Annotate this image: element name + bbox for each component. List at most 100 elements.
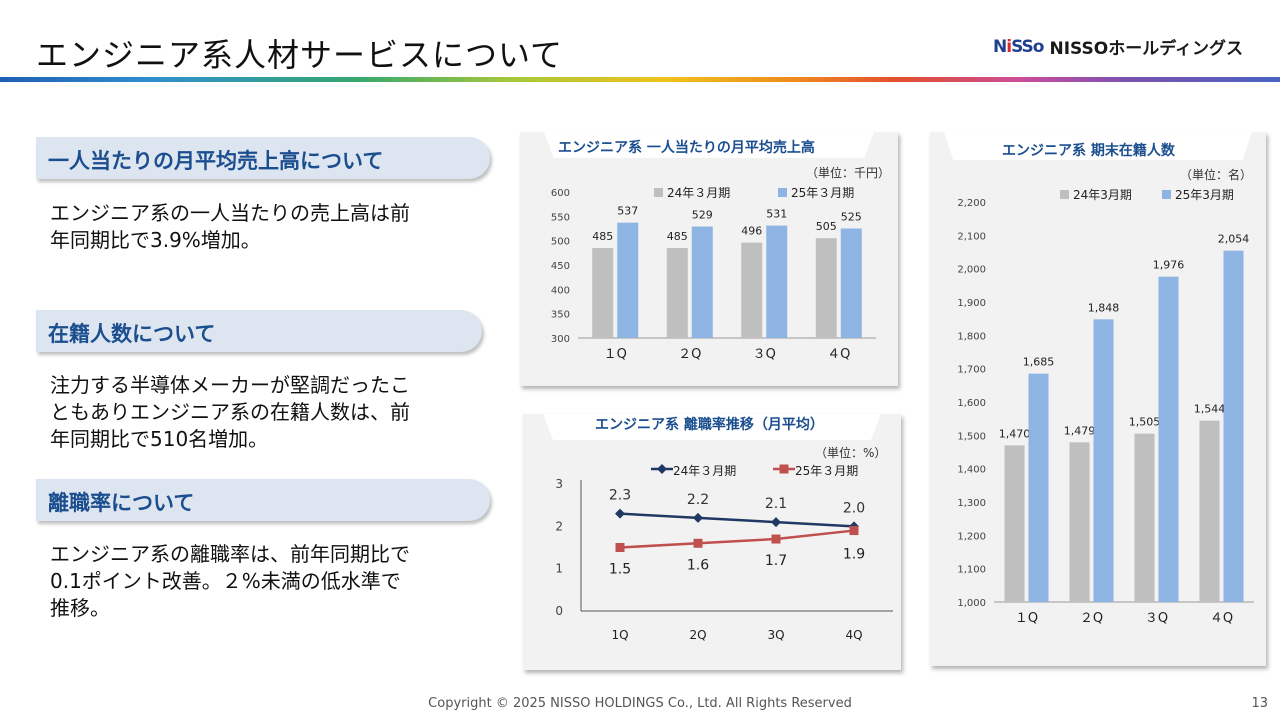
y-tick-label: 1,000 (957, 598, 986, 609)
y-tick-label: 400 (551, 285, 570, 296)
data-label: 1,848 (1088, 301, 1120, 314)
x-tick-label: 4Q (845, 628, 862, 642)
bar-prev (815, 238, 837, 338)
y-tick-label: 1,700 (957, 365, 986, 376)
legend-label: 25年3月期 (1175, 188, 1234, 202)
data-label: 525 (841, 211, 862, 224)
turnover-chart-svg: 0 1 2 3 1Q 2Q 3Q 4Q 2.3 2.2 2.1 2.0 1.5 1.6 1.7 1.9 (555, 464, 893, 642)
x-tick-label: ３Q (753, 347, 776, 362)
data-label: 505 (816, 220, 837, 233)
turnover-chart-title: エンジニア系 離職率推移（月平均） (595, 417, 824, 433)
y-tick-label: 2,000 (957, 265, 986, 276)
headcount-chart-unit: （単位：名） (1180, 168, 1253, 182)
turnover-chart-panel: エンジニア系 離職率推移（月平均） （単位：%） 0 1 2 3 1Q 2Q 3Q 4Q 2.3… (523, 414, 901, 670)
body-line: 注力する半導体メーカーが堅調だったこ (50, 373, 410, 397)
bar-prev (1199, 420, 1220, 602)
y-tick-label: 300 (551, 334, 570, 345)
data-label: 2.0 (843, 500, 865, 516)
data-label: 1,505 (1129, 416, 1161, 429)
y-tick-label: 2 (555, 519, 563, 533)
panel-title-tab (944, 132, 1252, 160)
bar-curr (1093, 319, 1114, 602)
y-tick-label: 1,800 (957, 331, 986, 342)
y-tick-label: 1,300 (957, 498, 986, 509)
legend-swatch (654, 188, 663, 197)
y-tick-label: 2,100 (957, 231, 986, 242)
data-point-curr (849, 526, 859, 536)
data-label: 1,976 (1153, 259, 1185, 272)
header-rainbow-divider (0, 77, 1280, 82)
bar-prev (1134, 433, 1155, 602)
legend-label: 25年３月期 (795, 464, 859, 478)
body-line: エンジニア系の一人当たりの売上高は前 (50, 201, 410, 225)
headcount-chart-panel: エンジニア系 期末在籍人数 （単位：名） 24年3月期 25年3月期 1,000… (930, 132, 1266, 666)
section-heading-turnover: 離職率について (36, 479, 490, 521)
data-label: 529 (692, 209, 713, 222)
data-label: 1.5 (609, 562, 631, 578)
data-label: 485 (592, 230, 613, 243)
data-label: 1,685 (1023, 356, 1055, 369)
body-line: エンジニア系の離職率は、前年同期比で (50, 542, 410, 566)
section-heading-headcount: 在籍人数について (36, 310, 482, 352)
data-point-prev (693, 512, 703, 523)
legend-marker-prev (657, 464, 667, 474)
legend-label: 25年３月期 (791, 186, 855, 200)
bar-curr (1158, 276, 1179, 602)
y-tick-label: 350 (551, 310, 570, 321)
data-label: 1,479 (1064, 424, 1096, 437)
turnover-legend-prev: 24年３月期 (673, 462, 736, 479)
legend-label: 24年３月期 (673, 464, 737, 478)
headcount-legend-prev: 24年3月期 (1060, 186, 1132, 203)
logo-text: NISSOホールディングス (1049, 39, 1244, 59)
bar-prev (1004, 445, 1025, 602)
data-label: 2.2 (687, 492, 709, 508)
data-point-curr (615, 543, 625, 552)
y-tick-label: 500 (551, 237, 570, 248)
y-tick-label: 1,200 (957, 531, 986, 542)
x-tick-label: １Q (1015, 611, 1038, 626)
headcount-legend-curr: 25年3月期 (1162, 186, 1234, 203)
series-line-curr (619, 529, 855, 549)
turnover-chart-unit: （単位：%） (815, 446, 887, 460)
data-label: 496 (741, 225, 762, 238)
sales-chart-svg: 300 350 400 450 500 550 600 485 537 １Q 485 529 ２Q 496… (551, 188, 876, 362)
page-title: エンジニア系人材サービスについて (36, 36, 564, 74)
legend-label: 24年３月期 (667, 186, 731, 200)
turnover-legend-curr: 25年３月期 (795, 462, 858, 479)
section-body-turnover: エンジニア系の離職率は、前年同期比で 0.1ポイント改善。２%未満の低水準で 推… (50, 541, 410, 622)
y-tick-label: 550 (551, 212, 570, 223)
panel-title-tab (543, 414, 881, 440)
data-label: 1.7 (765, 553, 787, 569)
data-point-prev (615, 508, 625, 519)
y-tick-label: 1,900 (957, 298, 986, 309)
data-label: 531 (766, 208, 787, 221)
data-label: 2.3 (609, 488, 631, 504)
legend-swatch (1162, 190, 1171, 199)
bar-curr (766, 225, 788, 338)
bar-curr (691, 226, 713, 338)
body-line: 年同期比で510名増加。 (50, 427, 269, 451)
y-tick-label: 0 (555, 604, 563, 618)
y-tick-label: 1,100 (957, 565, 986, 576)
company-logo: NiSSo NISSOホールディングス (993, 34, 1244, 60)
legend-label: 24年3月期 (1073, 188, 1132, 202)
bar-prev (666, 247, 688, 338)
body-line: ともありエンジニア系の在籍人数は、前 (50, 400, 410, 424)
page-number: 13 (1251, 696, 1268, 711)
x-tick-label: 2Q (689, 628, 706, 642)
body-line: 推移。 (50, 596, 110, 620)
section-heading-sales: 一人当たりの月平均売上高について (36, 137, 490, 179)
section-body-sales: エンジニア系の一人当たりの売上高は前 年同期比で3.9%増加。 (50, 200, 410, 254)
headcount-chart-svg: 1,000 1,100 1,200 1,300 1,400 1,500 1,600 1,700… (957, 198, 1254, 626)
sales-chart-title: エンジニア系 一人当たりの月平均売上高 (558, 140, 815, 156)
bar-curr (617, 222, 639, 338)
data-point-prev (771, 517, 781, 528)
legend-swatch (1060, 190, 1069, 199)
logo-mark: NiSSo (993, 36, 1044, 57)
data-label: 2,054 (1218, 233, 1250, 246)
x-tick-label: ２Q (678, 347, 701, 362)
data-label: 1.9 (843, 547, 865, 563)
y-tick-label: 1,500 (957, 431, 986, 442)
sales-chart-unit: （単位：千円） (806, 166, 891, 180)
x-tick-label: ２Q (1080, 611, 1103, 626)
